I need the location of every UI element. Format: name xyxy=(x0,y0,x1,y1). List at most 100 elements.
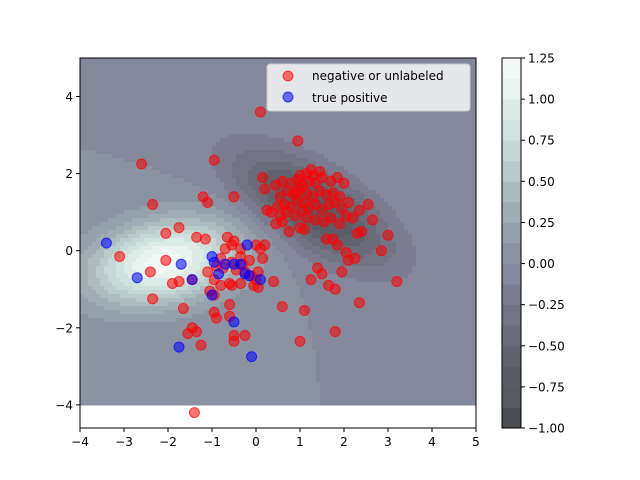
contour-cell xyxy=(80,198,85,203)
contour-cell xyxy=(80,246,85,251)
contour-cell xyxy=(260,162,265,167)
contour-cell xyxy=(468,126,473,131)
contour-cell xyxy=(364,190,369,195)
contour-cell xyxy=(208,182,213,187)
contour-cell xyxy=(440,162,445,167)
contour-cell xyxy=(84,90,89,95)
contour-cell xyxy=(80,238,85,243)
contour-cell xyxy=(124,74,129,79)
contour-cell xyxy=(144,174,149,179)
contour-cell xyxy=(304,130,309,135)
contour-cell xyxy=(312,118,317,123)
contour-cell xyxy=(388,242,393,247)
contour-cell xyxy=(172,182,177,187)
contour-cell xyxy=(184,94,189,99)
contour-cell xyxy=(168,194,173,199)
contour-cell xyxy=(324,186,329,191)
contour-cell xyxy=(292,134,297,139)
contour-cell xyxy=(348,162,353,167)
contour-cell xyxy=(224,78,229,83)
contour-cell xyxy=(400,234,405,239)
contour-cell xyxy=(472,94,476,99)
contour-cell xyxy=(360,214,365,219)
contour-cell xyxy=(132,214,137,219)
contour-cell xyxy=(120,226,125,231)
contour-cell xyxy=(424,150,429,155)
contour-cell xyxy=(464,166,469,171)
contour-cell xyxy=(408,218,413,223)
contour-cell xyxy=(152,78,157,83)
contour-cell xyxy=(192,258,197,263)
contour-cell xyxy=(192,110,197,115)
contour-cell xyxy=(468,110,473,115)
contour-cell xyxy=(344,242,349,247)
contour-cell xyxy=(376,222,381,227)
contour-cell xyxy=(96,102,101,107)
contour-cell xyxy=(104,214,109,219)
contour-cell xyxy=(392,202,397,207)
contour-cell xyxy=(192,86,197,91)
contour-cell xyxy=(292,226,297,231)
contour-cell xyxy=(368,238,373,243)
contour-cell xyxy=(232,218,237,223)
contour-cell xyxy=(296,242,301,247)
contour-cell xyxy=(156,110,161,115)
contour-cell xyxy=(452,246,457,251)
contour-cell xyxy=(444,190,449,195)
contour-cell xyxy=(248,106,253,111)
contour-cell xyxy=(264,250,269,255)
contour-cell xyxy=(132,146,137,151)
contour-cell xyxy=(316,110,321,115)
contour-cell xyxy=(188,110,193,115)
contour-cell xyxy=(152,226,157,231)
contour-cell xyxy=(208,226,213,231)
contour-cell xyxy=(192,250,197,255)
contour-cell xyxy=(192,154,197,159)
contour-cell xyxy=(452,234,457,239)
contour-cell xyxy=(376,110,381,115)
contour-cell xyxy=(88,238,93,243)
contour-cell xyxy=(252,134,257,139)
contour-cell xyxy=(428,226,433,231)
contour-cell xyxy=(468,198,473,203)
contour-cell xyxy=(148,154,153,159)
contour-cell xyxy=(360,138,365,143)
contour-cell xyxy=(80,170,85,175)
contour-cell xyxy=(292,162,297,167)
contour-cell xyxy=(376,142,381,147)
contour-cell xyxy=(176,82,181,87)
contour-cell xyxy=(216,226,221,231)
contour-cell xyxy=(196,114,201,119)
contour-cell xyxy=(380,238,385,243)
contour-cell xyxy=(80,138,85,143)
contour-cell xyxy=(396,186,401,191)
contour-cell xyxy=(364,234,369,239)
contour-cell xyxy=(252,194,257,199)
contour-cell xyxy=(252,86,257,91)
contour-cell xyxy=(392,238,397,243)
contour-cell xyxy=(104,142,109,147)
contour-cell xyxy=(140,198,145,203)
contour-cell xyxy=(260,150,265,155)
contour-cell xyxy=(436,146,441,151)
contour-cell xyxy=(268,146,273,151)
contour-cell xyxy=(236,174,241,179)
contour-cell xyxy=(380,126,385,131)
contour-cell xyxy=(452,134,457,139)
contour-cell xyxy=(236,138,241,143)
contour-cell xyxy=(224,198,229,203)
contour-cell xyxy=(148,234,153,239)
contour-cell xyxy=(308,138,313,143)
contour-cell xyxy=(288,246,293,251)
contour-cell xyxy=(236,146,241,151)
contour-cell xyxy=(268,174,273,179)
contour-cell xyxy=(364,114,369,119)
contour-cell xyxy=(404,246,409,251)
contour-cell xyxy=(452,122,457,127)
contour-cell xyxy=(400,250,405,255)
contour-cell xyxy=(380,242,385,247)
contour-cell xyxy=(216,70,221,75)
contour-cell xyxy=(168,238,173,243)
contour-cell xyxy=(140,94,145,99)
contour-cell xyxy=(172,178,177,183)
